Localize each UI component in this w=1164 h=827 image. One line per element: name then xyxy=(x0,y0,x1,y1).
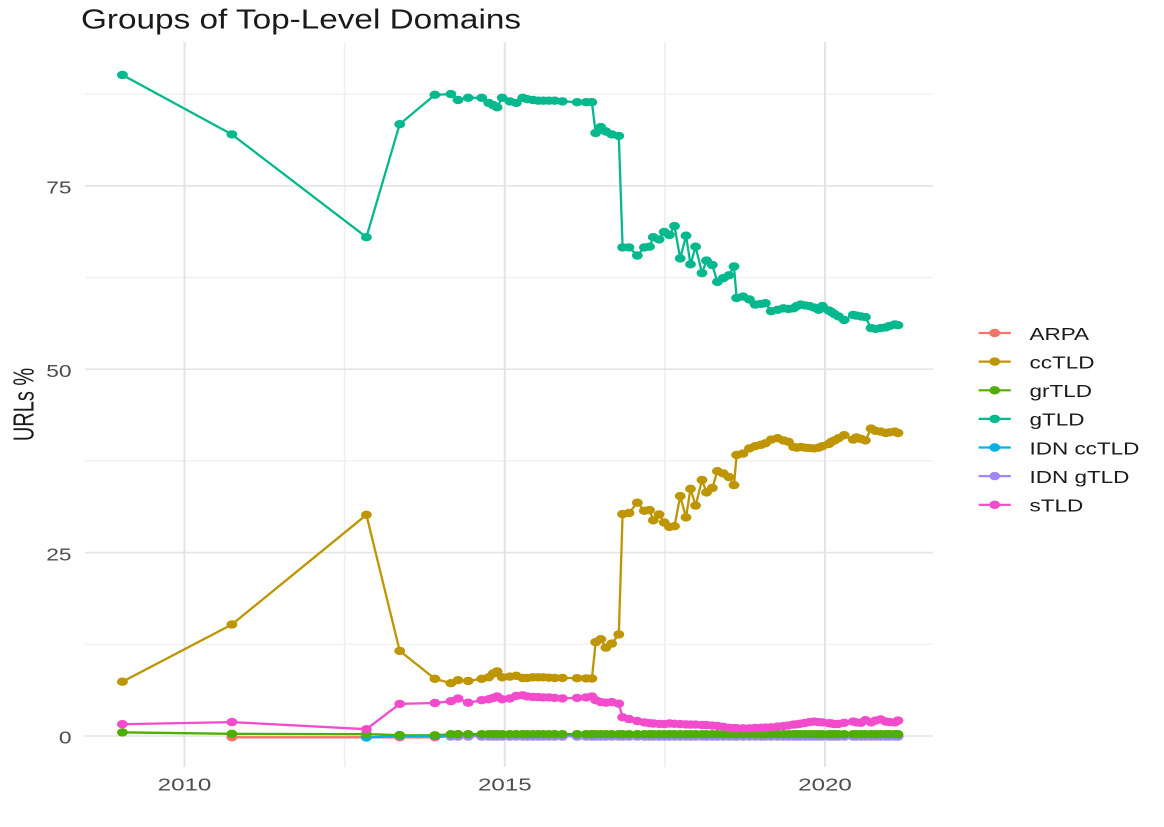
svg-text:0: 0 xyxy=(59,729,72,748)
svg-text:2015: 2015 xyxy=(478,776,532,795)
svg-text:sTLD: sTLD xyxy=(1030,497,1084,516)
svg-text:IDN gTLD: IDN gTLD xyxy=(1030,468,1130,487)
svg-text:IDN ccTLD: IDN ccTLD xyxy=(1030,440,1140,459)
svg-text:25: 25 xyxy=(46,546,71,565)
svg-text:2020: 2020 xyxy=(798,776,852,795)
svg-text:Groups of Top-Level Domains: Groups of Top-Level Domains xyxy=(81,3,521,35)
svg-text:URLs %: URLs % xyxy=(8,368,41,441)
svg-text:grTLD: grTLD xyxy=(1030,382,1092,401)
svg-text:2010: 2010 xyxy=(158,776,212,795)
svg-text:ccTLD: ccTLD xyxy=(1030,354,1095,373)
svg-text:50: 50 xyxy=(46,362,71,381)
svg-text:75: 75 xyxy=(46,179,71,198)
svg-text:gTLD: gTLD xyxy=(1030,411,1085,430)
svg-text:ARPA: ARPA xyxy=(1030,325,1090,344)
